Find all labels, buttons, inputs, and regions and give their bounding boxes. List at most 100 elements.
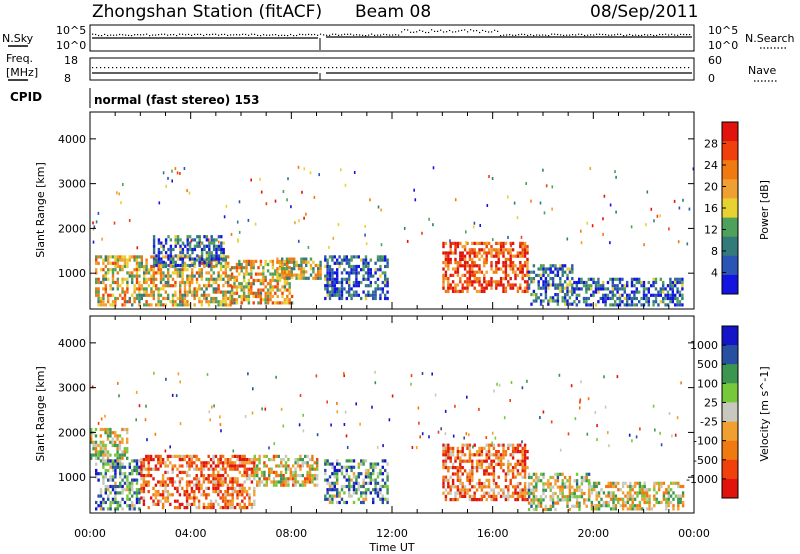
data-cell: [381, 465, 384, 469]
data-cell: [628, 303, 631, 307]
data-cell: [224, 502, 227, 506]
data-cell: [561, 498, 564, 502]
data-cell: [357, 465, 360, 469]
data-cell: [471, 261, 474, 265]
data-cell: [497, 280, 500, 284]
data-cell: [573, 479, 576, 483]
data-cell: [369, 271, 372, 275]
data-cell: [638, 491, 642, 495]
data-cell: [492, 443, 496, 447]
data-cell: [367, 271, 370, 275]
data-cell: [537, 286, 540, 290]
data-cell: [235, 269, 239, 273]
data-cell: [345, 484, 348, 489]
data-cell: [348, 475, 351, 479]
data-cell: [119, 255, 122, 259]
data-cell: [514, 283, 517, 287]
data-cell: [526, 267, 529, 271]
data-cell: [138, 497, 141, 501]
data-cell: [544, 504, 548, 508]
data-cell: [468, 270, 472, 274]
data-cell: [119, 258, 122, 262]
data-cell: [504, 289, 508, 293]
data-cell: [135, 462, 139, 466]
data-cell: [212, 290, 215, 294]
data-cell: [324, 459, 327, 463]
data-cell: [306, 477, 309, 481]
data-cell: [154, 467, 158, 471]
data-cell: [176, 235, 180, 239]
data-cell: [391, 394, 394, 398]
data-cell: [340, 293, 344, 297]
data-cell: [118, 456, 122, 460]
data-cell: [208, 410, 211, 414]
data-cell: [102, 287, 105, 291]
data-cell: [631, 484, 634, 489]
data-cell: [264, 301, 267, 305]
data-cell: [643, 488, 646, 492]
nave-dot: [328, 67, 330, 69]
data-cell: [212, 296, 215, 301]
data-cell: [215, 263, 218, 268]
data-cell: [186, 189, 188, 193]
data-cell: [212, 254, 216, 258]
y-tick-label: 4000: [58, 133, 86, 146]
data-cell: [473, 443, 476, 447]
data-cell: [233, 275, 236, 279]
data-cell: [475, 482, 479, 486]
data-cell: [250, 506, 254, 510]
data-cell: [297, 267, 301, 271]
data-cell: [250, 502, 254, 506]
data-cell: [243, 467, 246, 471]
data-cell: [243, 502, 246, 506]
data-cell: [135, 296, 139, 301]
data-cell: [245, 461, 249, 465]
data-cell: [169, 238, 173, 242]
data-cell: [259, 278, 263, 283]
data-cell: [304, 477, 307, 481]
data-cell: [145, 483, 148, 487]
data-cell: [563, 498, 567, 502]
data-cell: [362, 459, 365, 463]
data-cell: [276, 270, 279, 274]
data-cell: [377, 205, 380, 209]
data-cell: [461, 289, 464, 293]
data-cell: [238, 506, 242, 510]
data-cell: [471, 270, 474, 274]
data-cell: [561, 267, 564, 271]
nave-dot: [392, 67, 394, 69]
data-cell: [662, 494, 666, 498]
data-cell: [133, 284, 136, 288]
data-cell: [247, 372, 249, 376]
data-cell: [633, 296, 636, 301]
nsearch-dot: [548, 35, 550, 37]
data-cell: [374, 481, 377, 485]
data-cell: [303, 216, 305, 220]
data-cell: [466, 395, 468, 399]
data-cell: [224, 499, 227, 503]
data-cell: [653, 481, 656, 485]
data-cell: [102, 507, 105, 511]
data-cell: [511, 453, 515, 457]
data-cell: [468, 283, 472, 287]
data-cell: [157, 493, 160, 497]
data-cell: [667, 497, 670, 501]
data-cell: [635, 303, 638, 307]
data-cell: [636, 504, 639, 508]
data-cell: [578, 485, 581, 489]
data-cell: [554, 491, 557, 496]
data-cell: [607, 431, 609, 435]
data-cell: [507, 459, 510, 463]
data-cell: [116, 191, 118, 195]
data-cell: [245, 477, 249, 481]
data-cell: [621, 277, 624, 281]
data-cell: [281, 263, 284, 268]
data-cell: [336, 410, 339, 414]
nsearch-dot: [278, 35, 280, 37]
data-cell: [526, 456, 529, 460]
data-cell: [183, 261, 187, 265]
data-cell: [466, 286, 469, 290]
data-cell: [157, 296, 160, 301]
nsearch-dot: [248, 34, 250, 36]
